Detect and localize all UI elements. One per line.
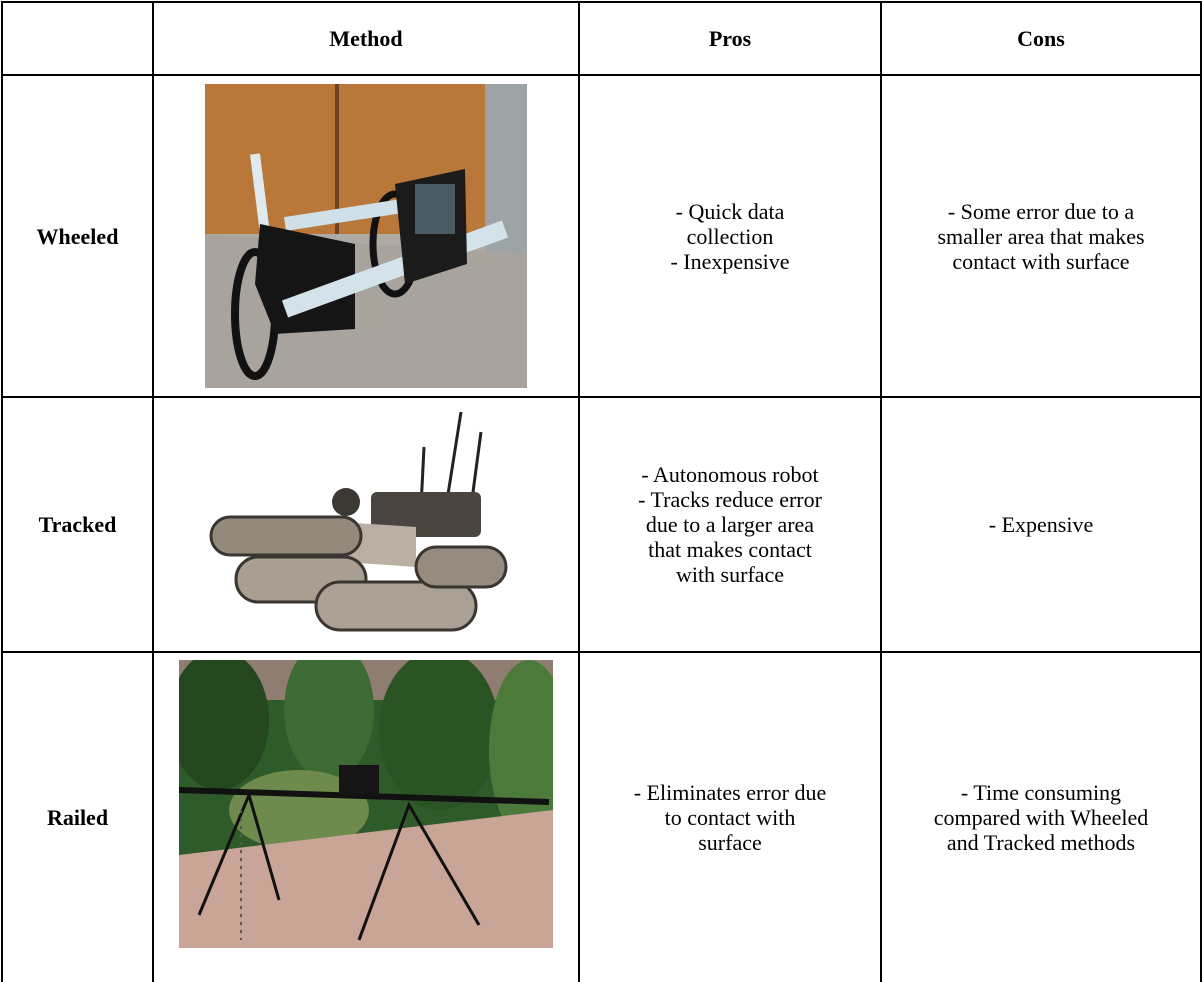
text-line: - Autonomous robot	[641, 462, 819, 487]
tracked-photo	[209, 411, 508, 632]
text-line: collection	[686, 223, 774, 249]
row: Tracked - Autonomous robot - Tracks reduc…	[1, 396, 1202, 653]
cons-cell: - Some error due to a smaller area that m…	[880, 74, 1202, 398]
text-line: - Tracks reduce error	[638, 487, 822, 512]
text-line: with surface	[675, 562, 785, 587]
header-cell: Pros	[578, 1, 882, 76]
image-cell	[152, 651, 580, 982]
row: Wheeled - Quick data collection - Inexpens…	[1, 74, 1202, 398]
row-label: Tracked	[1, 396, 154, 653]
image-cell	[152, 74, 580, 398]
text-line: to contact with	[664, 805, 796, 830]
header-cell: Method	[152, 1, 580, 76]
text-line: contact with surface	[952, 248, 1130, 274]
railed-photo	[179, 660, 553, 948]
text-line: - Inexpensive	[670, 248, 790, 274]
text-line: - Eliminates error due	[633, 780, 827, 805]
text-line: surface	[698, 830, 762, 855]
text-line: - Some error due to a	[947, 198, 1135, 224]
pros-cell: - Eliminates error due to contact with sur…	[578, 651, 882, 982]
header-empty	[1, 1, 154, 76]
text-line: and Tracked methods	[946, 830, 1136, 855]
text-line: due to a larger area	[645, 512, 815, 537]
text-line: smaller area that makes	[937, 223, 1145, 249]
header-row: Method Pros Cons	[1, 1, 1202, 76]
text-line: that makes contact	[648, 537, 812, 562]
text-line: - Expensive	[988, 512, 1094, 537]
cons-cell: - Time consuming compared with Wheeled and…	[880, 651, 1202, 982]
wheeled-photo	[205, 84, 527, 388]
image-cell	[152, 396, 580, 653]
row: Railed - Eliminates error due to contact …	[1, 651, 1202, 982]
row-label: Railed	[1, 651, 154, 982]
header-cell: Cons	[880, 1, 1202, 76]
text-line: compared with Wheeled	[933, 805, 1149, 830]
row-label: Wheeled	[1, 74, 154, 398]
text-line: - Quick data	[675, 198, 785, 224]
pros-cell: - Autonomous robot - Tracks reduce error d…	[578, 396, 882, 653]
pros-cell: - Quick data collection - Inexpensive	[578, 74, 882, 398]
text-line: - Time consuming	[960, 780, 1122, 805]
cons-cell: - Expensive	[880, 396, 1202, 653]
